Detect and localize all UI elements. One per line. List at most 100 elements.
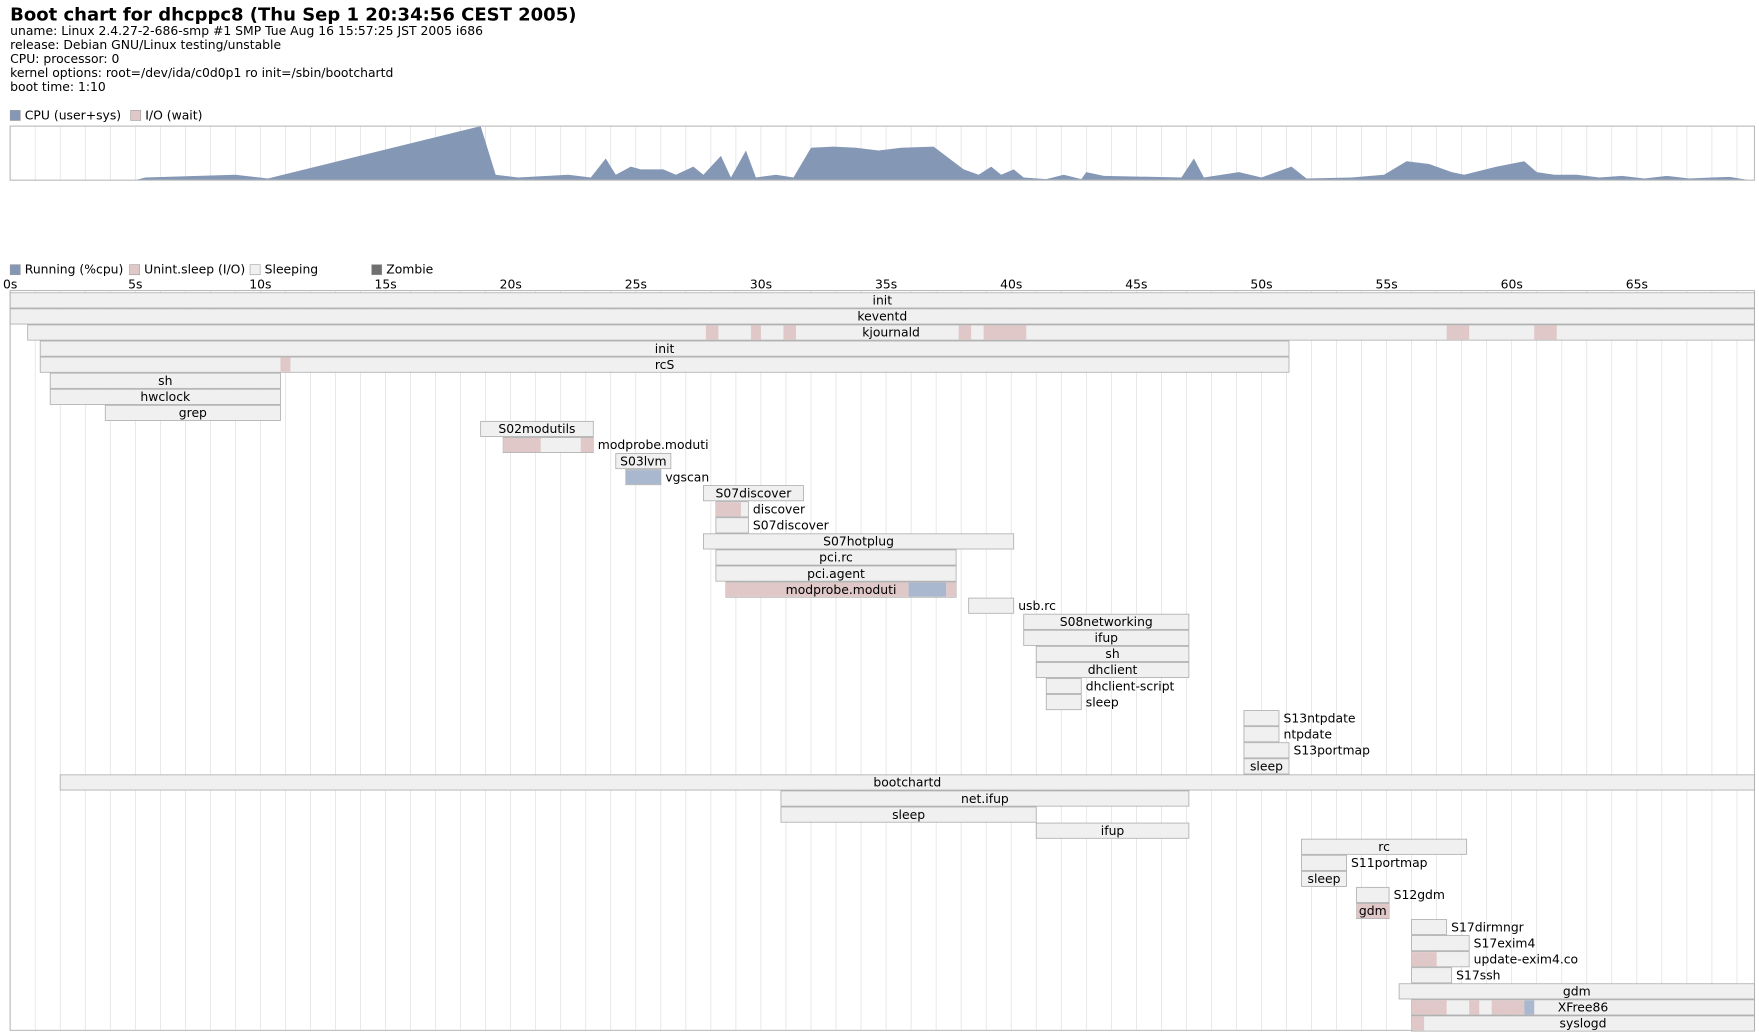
process-label: rcS xyxy=(655,358,675,372)
process-label: ifup xyxy=(1095,631,1119,645)
process-label: usb.rc xyxy=(1018,599,1056,613)
legend-label: I/O (wait) xyxy=(145,108,202,122)
io-segment xyxy=(1356,903,1390,919)
io-segment xyxy=(983,325,1027,340)
x-tick-label: 45s xyxy=(1125,277,1147,291)
plot-frame xyxy=(9,125,1756,181)
io-segment xyxy=(1469,1000,1480,1015)
process-bar xyxy=(780,806,1037,823)
legend-label: Zombie xyxy=(386,263,433,277)
process-label: dhclient xyxy=(1088,663,1138,677)
io-segment xyxy=(280,357,291,372)
process-bar xyxy=(39,356,1290,373)
process-bar xyxy=(49,372,281,389)
running-segment xyxy=(1524,1000,1535,1015)
process-bar xyxy=(615,453,672,470)
process-bar xyxy=(1023,613,1190,630)
legend-swatch xyxy=(371,264,383,276)
io-segment xyxy=(946,582,957,597)
process-label: dhclient-script xyxy=(1086,679,1175,693)
io-segment xyxy=(1491,1000,1525,1015)
io-segment xyxy=(503,437,541,453)
process-bar xyxy=(1243,710,1280,727)
process-label: keventd xyxy=(857,310,907,324)
legend-label: Sleeping xyxy=(265,263,319,277)
process-label: sleep xyxy=(892,808,925,822)
process-label: init xyxy=(655,342,675,356)
process-label: kjournald xyxy=(862,326,920,340)
process-label: S17exim4 xyxy=(1474,936,1536,950)
process-bar xyxy=(39,340,1290,357)
x-tick-label: 65s xyxy=(1626,277,1648,291)
x-tick-label: 55s xyxy=(1375,277,1397,291)
legend-label: Unint.sleep (I/O) xyxy=(144,263,245,277)
process-label: syslogd xyxy=(1560,1017,1607,1031)
process-bar xyxy=(104,404,281,421)
process-label: net.ifup xyxy=(961,792,1009,806)
header-line: kernel options: root=/dev/ida/c0d0p1 ro … xyxy=(10,66,393,80)
process-label: sleep xyxy=(1086,695,1119,709)
process-bar xyxy=(1411,935,1470,952)
process-label: S11portmap xyxy=(1351,856,1428,870)
process-label: discover xyxy=(753,503,806,517)
process-bar xyxy=(1045,694,1082,711)
process-label: S12gdm xyxy=(1394,888,1445,902)
x-tick-label: 5s xyxy=(128,277,142,291)
process-label: S02modutils xyxy=(498,422,575,436)
process-bar xyxy=(1243,726,1280,743)
process-bar xyxy=(715,565,957,582)
process-bar xyxy=(1243,742,1290,759)
process-label: S13portmap xyxy=(1293,744,1370,758)
header-line: release: Debian GNU/Linux testing/unstab… xyxy=(10,38,281,52)
x-tick-label: 0s xyxy=(3,277,17,291)
x-tick-label: 60s xyxy=(1501,277,1523,291)
process-label: S17dirmngr xyxy=(1451,920,1525,934)
legend-swatch xyxy=(9,110,21,121)
x-tick-label: 50s xyxy=(1250,277,1272,291)
process-label: sh xyxy=(158,374,172,388)
process-label: S07hotplug xyxy=(823,535,894,549)
io-segment xyxy=(715,502,741,517)
legend-swatch xyxy=(129,264,140,276)
process-label: gdm xyxy=(1359,904,1387,918)
process-bar xyxy=(1023,629,1190,646)
cpu-area xyxy=(10,126,1750,181)
process-label: hwclock xyxy=(140,390,191,404)
legend-swatch xyxy=(249,264,261,276)
x-tick-label: 35s xyxy=(875,277,897,291)
process-label: grep xyxy=(179,406,207,420)
process-label: vgscan xyxy=(665,470,709,484)
process-bar xyxy=(1045,678,1082,695)
process-label: sleep xyxy=(1250,760,1283,774)
running-segment xyxy=(625,470,661,485)
process-bar xyxy=(1411,967,1453,984)
header-line: boot time: 1:10 xyxy=(10,80,106,94)
process-bar xyxy=(9,292,1755,309)
header-line: uname: Linux 2.4.27-2-686-smp #1 SMP Tue… xyxy=(10,24,483,38)
chart-title: Boot chart for dhcppc8 (Thu Sep 1 20:34:… xyxy=(10,4,576,25)
process-label: modprobe.moduti xyxy=(598,438,709,452)
x-tick-label: 10s xyxy=(249,277,271,291)
process-label: S07discover xyxy=(753,519,830,533)
process-bar xyxy=(1035,822,1190,839)
process-bar xyxy=(1398,983,1755,1000)
process-label: S03lvm xyxy=(620,454,666,468)
process-bar xyxy=(715,517,749,534)
x-tick-label: 25s xyxy=(625,277,647,291)
plot-frame xyxy=(9,289,1756,1031)
process-bar xyxy=(702,485,804,502)
process-bar xyxy=(1356,886,1390,903)
header-line: CPU: processor: 0 xyxy=(10,52,119,66)
process-label: pci.agent xyxy=(807,567,865,581)
process-label: S17ssh xyxy=(1456,969,1500,983)
io-segment xyxy=(1411,952,1437,967)
process-label: sh xyxy=(1105,647,1119,661)
process-label: S07discover xyxy=(716,486,793,500)
process-bar xyxy=(968,597,1015,614)
process-label: update-exim4.co xyxy=(1474,952,1578,966)
x-tick-label: 40s xyxy=(1000,277,1022,291)
io-segment xyxy=(705,325,719,340)
process-bar xyxy=(49,388,281,405)
process-label: S08networking xyxy=(1060,615,1153,629)
